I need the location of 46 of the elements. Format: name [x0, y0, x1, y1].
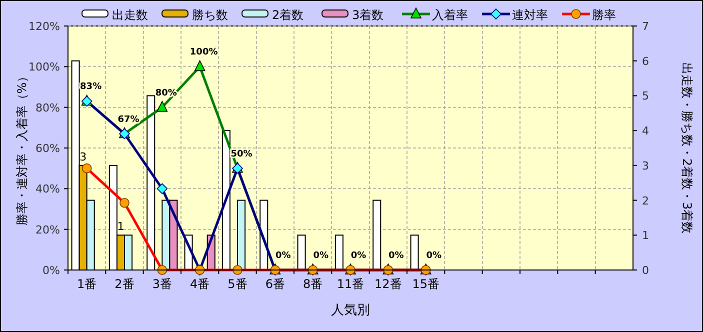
y-tick-label: 120% [28, 20, 60, 33]
y2-tick-label: 5 [642, 90, 649, 103]
y2-tick-label: 3 [642, 159, 649, 172]
y-tick-label: 40% [36, 182, 60, 196]
data-label: 1 [117, 220, 124, 234]
data-label: 0% [426, 251, 442, 261]
y2-tick-label: 2 [642, 194, 649, 208]
y2-tick-label: 0 [642, 264, 649, 277]
x-tick-label: 6番 [265, 277, 285, 291]
x-tick-label: 4番 [190, 277, 210, 291]
y-tick-label: 60% [36, 142, 60, 155]
x-tick-label: 3番 [152, 277, 172, 291]
legend-label: 出走数 [112, 8, 148, 22]
data-label: 0% [276, 251, 291, 261]
x-tick-label: 11番 [336, 277, 364, 291]
legend-label: 3着数 [352, 8, 384, 22]
data-label: 100% [190, 48, 218, 58]
x-tick-label: 2番 [114, 277, 134, 291]
y-tick-label: 100% [28, 60, 60, 74]
y-tick-label: 80% [36, 101, 60, 114]
y-tick-label: 0% [42, 264, 60, 277]
x-axis-title: 人気別 [331, 303, 370, 318]
data-label: 67% [118, 114, 140, 125]
x-tick-label: 1番 [77, 277, 97, 291]
y2-tick-label: 4 [642, 124, 649, 138]
data-label: 0% [388, 251, 404, 261]
y2-tick-label: 6 [642, 54, 649, 68]
legend-label: 2着数 [272, 8, 304, 22]
y2-tick-label: 1 [642, 229, 649, 242]
y-tick-label: 20% [36, 223, 60, 236]
data-label: 0% [313, 251, 328, 261]
x-tick-label: 5番 [228, 277, 248, 291]
x-tick-label: 8番 [303, 277, 323, 291]
x-tick-label: 15番 [412, 277, 440, 291]
legend-label: 連対率 [512, 8, 548, 22]
legend-label: 入着率 [432, 8, 468, 22]
legend-label: 勝ち数 [192, 8, 228, 22]
legend-label: 勝率 [592, 8, 616, 22]
data-label: 3 [80, 150, 87, 164]
data-label: 0% [350, 251, 366, 261]
y2-axis-title: 出走数・勝ち数・2着数・3着数 [680, 62, 694, 234]
x-tick-label: 12番 [374, 277, 402, 291]
y2-tick-label: 7 [642, 20, 649, 33]
y-axis-title: 勝率・連対率・入着率（%） [15, 70, 29, 226]
point [156, 183, 168, 194]
data-label: 83% [80, 82, 102, 92]
